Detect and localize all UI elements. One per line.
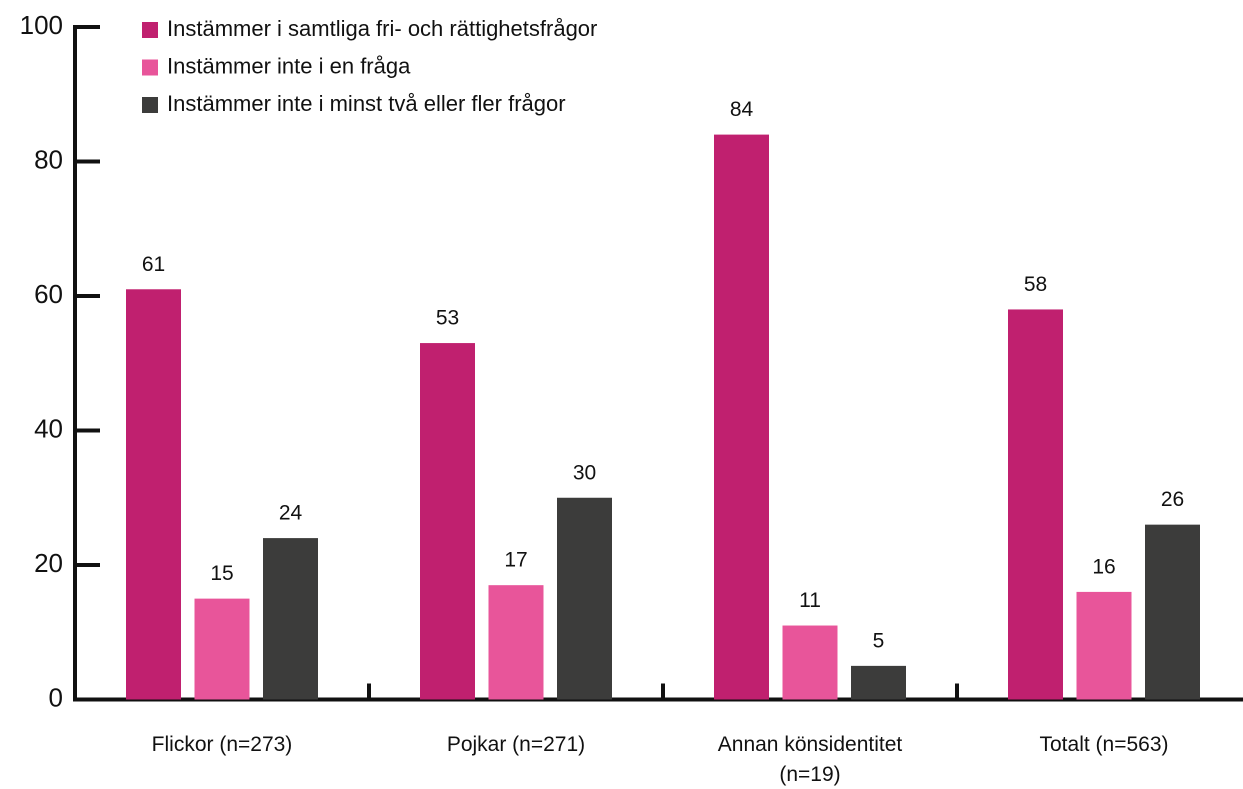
bar: [420, 343, 475, 700]
bar: [1145, 524, 1200, 700]
bar: [851, 665, 906, 700]
data-label: 30: [573, 461, 596, 484]
data-label: 24: [279, 502, 303, 525]
legend-label: Instämmer inte i minst två eller fler fr…: [167, 91, 566, 116]
bar: [488, 585, 544, 700]
bar: [557, 497, 612, 700]
data-label: 5: [873, 629, 885, 652]
x-tick-label: Totalt (n=563): [1039, 733, 1169, 756]
data-label: 26: [1161, 488, 1184, 511]
data-label: 17: [504, 549, 527, 572]
legend-swatch: [142, 22, 158, 38]
bar: [1008, 309, 1063, 700]
x-tick-label: Pojkar (n=271): [446, 733, 586, 756]
data-label: 84: [730, 98, 754, 121]
data-label: 15: [210, 562, 233, 585]
bar: [782, 625, 838, 700]
y-tick-label: 20: [34, 548, 63, 578]
y-tick-label: 40: [34, 413, 63, 443]
legend-swatch: [142, 97, 158, 113]
data-label: 11: [799, 589, 821, 612]
y-tick-label: 100: [20, 10, 63, 40]
y-tick-label: 60: [34, 279, 63, 309]
x-tick-label: Flickor (n=273): [151, 733, 293, 756]
x-tick-label: Annan könsidentitet (n=19): [717, 733, 903, 786]
bar: [263, 538, 318, 700]
legend-swatch: [142, 59, 158, 76]
legend-label: Instämmer inte i en fråga: [167, 53, 411, 78]
legend-label: Instämmer i samtliga fri- och rättighets…: [167, 16, 597, 41]
bar: [714, 134, 769, 700]
bar: [126, 289, 181, 700]
bar: [1076, 591, 1132, 700]
bar: [194, 598, 250, 700]
data-label: 53: [436, 307, 459, 330]
y-tick-label: 0: [49, 682, 63, 712]
y-tick-label: 80: [34, 144, 63, 174]
data-label: 58: [1024, 273, 1047, 296]
data-label: 61: [142, 253, 165, 276]
data-label: 16: [1092, 555, 1115, 578]
